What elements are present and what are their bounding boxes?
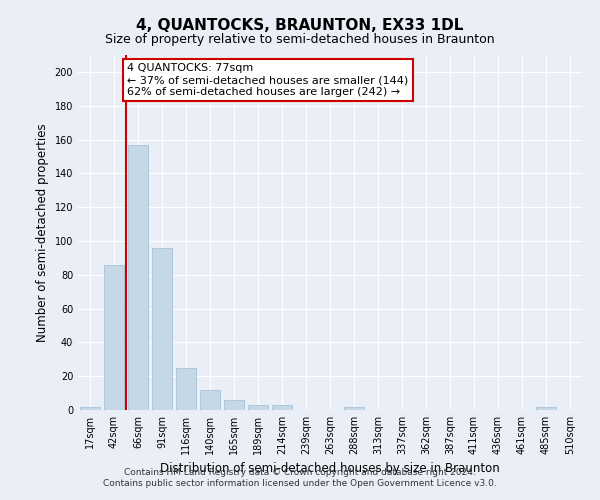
Text: Size of property relative to semi-detached houses in Braunton: Size of property relative to semi-detach…: [105, 32, 495, 46]
Bar: [128, 144, 148, 410]
Text: 4, QUANTOCKS, BRAUNTON, EX33 1DL: 4, QUANTOCKS, BRAUNTON, EX33 1DL: [136, 18, 464, 32]
Bar: [176, 368, 196, 410]
Bar: [272, 405, 292, 410]
X-axis label: Distribution of semi-detached houses by size in Braunton: Distribution of semi-detached houses by …: [160, 462, 500, 475]
Bar: [80, 406, 100, 410]
Bar: [200, 390, 220, 410]
Bar: [224, 400, 244, 410]
Bar: [104, 264, 124, 410]
Bar: [152, 248, 172, 410]
Text: 4 QUANTOCKS: 77sqm
← 37% of semi-detached houses are smaller (144)
62% of semi-d: 4 QUANTOCKS: 77sqm ← 37% of semi-detache…: [127, 64, 409, 96]
Bar: [536, 406, 556, 410]
Text: Contains HM Land Registry data © Crown copyright and database right 2024.
Contai: Contains HM Land Registry data © Crown c…: [103, 468, 497, 487]
Bar: [248, 405, 268, 410]
Bar: [344, 406, 364, 410]
Y-axis label: Number of semi-detached properties: Number of semi-detached properties: [36, 123, 49, 342]
